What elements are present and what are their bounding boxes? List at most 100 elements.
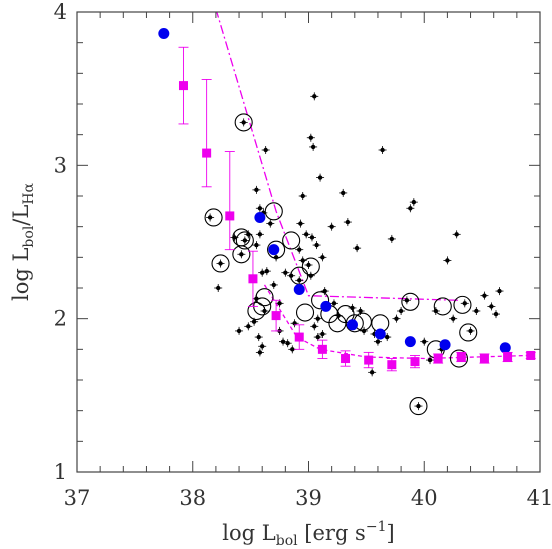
blue-data-point xyxy=(346,319,358,331)
point-dot xyxy=(358,308,363,314)
black-data-point xyxy=(387,234,396,243)
magenta-data-point xyxy=(317,339,328,359)
point-dot xyxy=(345,219,351,225)
point-dot xyxy=(207,215,213,220)
y-tick-label: 4 xyxy=(54,0,67,24)
open-circle-marker xyxy=(234,113,253,132)
black-data-point xyxy=(452,230,461,239)
magenta-square-marker xyxy=(248,274,258,284)
point-dot xyxy=(416,403,421,409)
blue-data-point xyxy=(268,244,280,256)
black-data-point xyxy=(320,287,329,296)
black-data-point xyxy=(318,253,327,262)
blue-data-point xyxy=(254,211,266,223)
open-circle-marker xyxy=(232,245,251,264)
y-label-sub: bol xyxy=(21,225,37,247)
svg-text:log Lbol [erg s−1]: log Lbol [erg s−1] xyxy=(222,519,394,549)
point-dot xyxy=(285,341,290,346)
black-data-point xyxy=(298,192,307,200)
point-dot xyxy=(298,221,303,226)
black-data-point xyxy=(378,146,387,154)
point-dot xyxy=(254,187,259,193)
svg-text:log Lbol/LHα: log Lbol/LHα xyxy=(9,182,37,301)
y-tick-label: 3 xyxy=(54,153,67,177)
point-dot xyxy=(341,190,346,196)
open-circle-marker xyxy=(449,349,469,368)
magenta-data-point xyxy=(363,351,374,369)
point-dot xyxy=(474,308,479,314)
black-data-point xyxy=(252,241,261,250)
point-dot xyxy=(300,193,305,199)
black-data-point xyxy=(252,185,261,194)
black-data-point xyxy=(279,337,288,346)
black-data-point xyxy=(214,284,223,292)
point-dot xyxy=(445,258,450,263)
black-data-point xyxy=(449,314,458,323)
x-label-sup: −1 xyxy=(366,519,387,535)
black-data-point xyxy=(329,299,338,308)
black-data-point xyxy=(392,314,401,323)
black-data-point xyxy=(255,348,264,357)
point-dot xyxy=(218,261,223,266)
point-dot xyxy=(264,268,270,274)
magenta-square-marker xyxy=(364,355,374,365)
point-dot xyxy=(306,262,311,268)
blue-data-point xyxy=(404,336,416,348)
y-tick-label: 2 xyxy=(54,307,67,331)
black-data-point xyxy=(460,299,469,308)
magenta-data-point xyxy=(178,46,189,125)
black-data-point xyxy=(368,368,377,377)
open-circle-marker xyxy=(433,297,452,316)
point-dot xyxy=(354,245,360,251)
black-data-point xyxy=(261,146,270,154)
point-dot xyxy=(297,278,302,283)
point-dot xyxy=(422,339,427,344)
point-dot xyxy=(427,357,433,363)
black-data-point xyxy=(495,287,504,296)
black-data-point xyxy=(487,302,496,311)
magenta-square-marker xyxy=(294,332,304,342)
open-circle-marker xyxy=(295,303,315,322)
magenta-data-point xyxy=(247,250,258,307)
point-dot xyxy=(308,135,314,140)
point-dot xyxy=(254,242,259,248)
point-dot xyxy=(257,232,263,237)
point-dot xyxy=(482,293,487,298)
black-data-point xyxy=(237,250,246,259)
black-data-point xyxy=(492,310,501,319)
black-data-point xyxy=(414,402,423,411)
point-dot xyxy=(239,252,244,257)
point-dot xyxy=(241,120,246,125)
magenta-square-marker xyxy=(433,354,443,364)
black-data-point xyxy=(313,314,322,323)
point-dot xyxy=(242,238,248,243)
point-dot xyxy=(314,242,319,248)
point-dot xyxy=(468,328,473,334)
black-data-point xyxy=(309,142,318,151)
black-data-point xyxy=(443,256,452,265)
open-circle-marker xyxy=(204,208,223,227)
black-data-point xyxy=(304,261,313,269)
black-data-point xyxy=(295,245,304,254)
point-dot xyxy=(309,235,315,240)
open-circle-marker xyxy=(336,305,355,324)
point-dot xyxy=(246,324,251,329)
point-dot xyxy=(394,316,399,321)
point-dot xyxy=(283,270,288,275)
black-data-point xyxy=(316,173,325,182)
black-data-point xyxy=(420,337,429,346)
point-dot xyxy=(317,175,323,180)
point-dot xyxy=(308,273,314,278)
open-circle-marker xyxy=(459,323,478,342)
y-tick-label: 1 xyxy=(54,460,67,484)
black-data-point xyxy=(296,219,305,228)
black-data-point xyxy=(348,303,357,312)
point-dot xyxy=(297,247,302,252)
point-dot xyxy=(454,232,459,237)
black-data-point xyxy=(307,233,316,242)
magenta-square-marker xyxy=(202,148,212,158)
black-data-point xyxy=(327,222,336,231)
magenta-data-point xyxy=(456,351,467,363)
x-label-main: log L xyxy=(222,521,275,545)
magenta-square-marker xyxy=(479,354,489,364)
